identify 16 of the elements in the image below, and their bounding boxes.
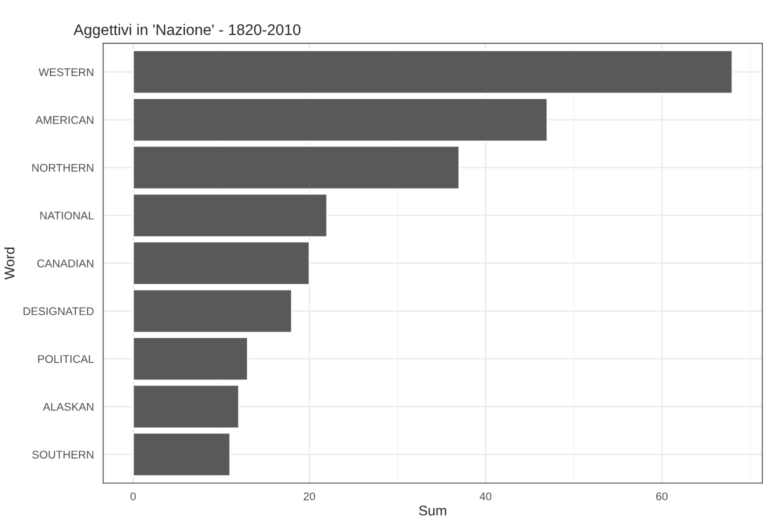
y-axis-title: Word bbox=[4, 248, 14, 280]
x-tick-label: 60 bbox=[656, 492, 668, 500]
y-tick-label: ALASKAN bbox=[42, 402, 94, 411]
y-tick-label: SOUTHERN bbox=[32, 450, 94, 459]
x-tick-label: 20 bbox=[304, 492, 316, 500]
y-tick-label: WESTERN bbox=[38, 68, 94, 76]
y-tick-label: NATIONAL bbox=[40, 212, 94, 220]
x-tick-label: 0 bbox=[130, 492, 136, 500]
y-tick-label: AMERICAN bbox=[36, 116, 94, 124]
x-tick-label: 40 bbox=[480, 492, 492, 500]
y-tick-label: CANADIAN bbox=[37, 259, 94, 268]
chart-title: Aggettivi in 'Nazione' - 1820-2010 bbox=[74, 24, 300, 38]
y-tick-label: DESIGNATED bbox=[24, 307, 94, 316]
x-axis-title: Sum bbox=[419, 506, 446, 516]
y-tick-label: NORTHERN bbox=[32, 164, 94, 172]
y-tick-label: POLITICAL bbox=[38, 355, 94, 363]
